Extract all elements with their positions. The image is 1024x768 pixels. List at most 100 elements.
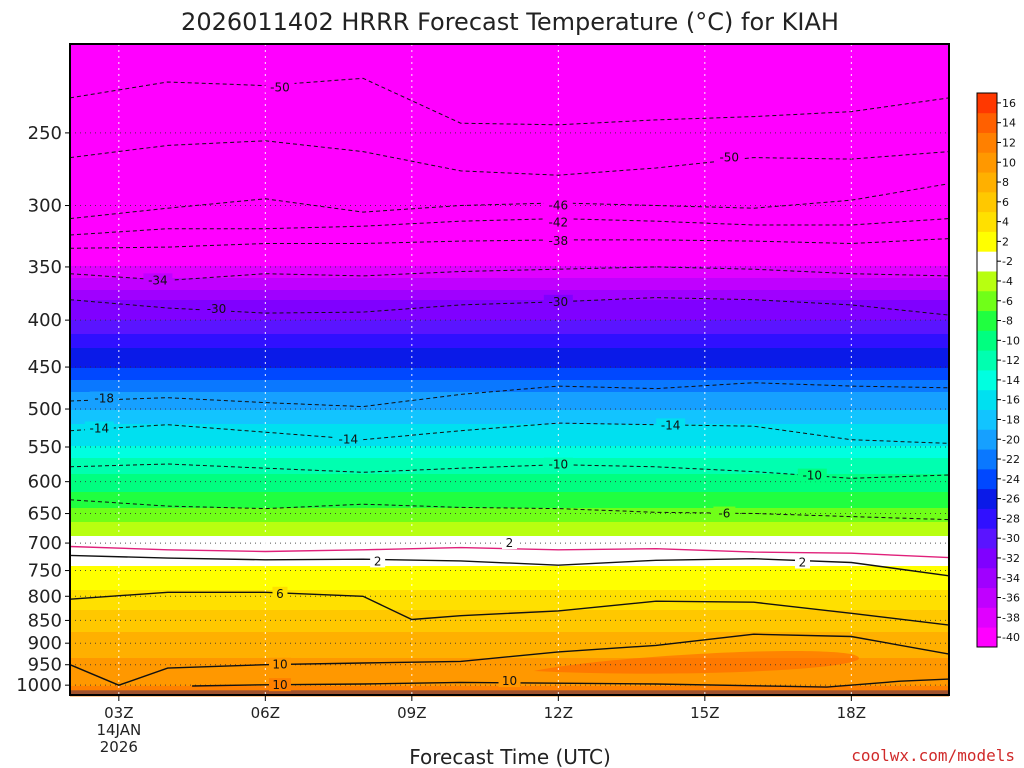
temperature-band (70, 230, 949, 233)
temperature-band (70, 238, 949, 241)
contour-label-bg (543, 294, 573, 308)
y-tick-label: 950 (28, 655, 62, 676)
colorbar-swatch (977, 152, 997, 173)
temperature-band (70, 554, 949, 557)
temperature-band (70, 136, 949, 139)
temperature-band (70, 514, 949, 517)
temperature-band (70, 82, 949, 85)
temperature-band (70, 588, 949, 591)
colorbar-label: -2 (1002, 255, 1013, 268)
temperature-band (70, 664, 949, 667)
temperature-band (70, 668, 949, 671)
colorbar-swatch (977, 271, 997, 292)
temperature-band (70, 590, 949, 593)
colorbar-swatch (977, 290, 997, 312)
temperature-band (70, 580, 949, 583)
temperature-band (70, 506, 949, 509)
temperature-band (70, 686, 949, 689)
temperature-band (70, 474, 949, 477)
temperature-band (70, 486, 949, 489)
temperature-band (70, 336, 949, 339)
contour-label-bg (713, 506, 736, 520)
temperature-band (70, 364, 949, 367)
colorbar-label: 16 (1002, 97, 1016, 110)
isotherm-line (192, 678, 950, 688)
temperature-band (70, 634, 949, 637)
contour-label-bg (272, 586, 288, 600)
temperature-band (70, 530, 949, 533)
temperature-band (70, 448, 949, 451)
contour-label-bg (543, 215, 573, 229)
temperature-band (70, 164, 949, 167)
temperature-band (70, 410, 949, 413)
temperature-band (70, 156, 949, 159)
temperature-band (70, 602, 949, 605)
contour-label-bg (797, 468, 827, 482)
temperature-band (70, 66, 949, 69)
temperature-band (70, 512, 949, 515)
temperature-band (70, 576, 949, 579)
y-tick-label: 600 (28, 472, 62, 493)
temperature-band (70, 378, 949, 381)
contour-label: 10 (502, 674, 517, 688)
temperature-band (70, 130, 949, 133)
temperature-band (70, 102, 949, 105)
isotherm-line (69, 591, 950, 626)
temperature-band (70, 110, 949, 113)
temperature-band (70, 290, 949, 293)
contour-label-bg (656, 418, 686, 432)
colorbar-swatch (977, 548, 997, 569)
y-tick-label: 900 (28, 633, 62, 654)
temperature-band (70, 438, 949, 441)
colorbar-label: -28 (1002, 512, 1020, 525)
ground-strip (70, 690, 949, 695)
temperature-band (70, 228, 949, 231)
temperature-band (70, 84, 949, 87)
temperature-band (70, 376, 949, 379)
temperature-band (70, 146, 949, 149)
temperature-band (70, 180, 949, 183)
temperature-band (70, 106, 949, 109)
temperature-band (70, 564, 949, 567)
temperature-band (70, 416, 949, 419)
colorbar-label: -24 (1002, 473, 1020, 486)
temperature-band (70, 142, 949, 145)
temperature-band (70, 356, 949, 359)
temperature-band (70, 362, 949, 365)
contour-label: -38 (549, 234, 569, 248)
temperature-band (70, 226, 949, 229)
colorbar-label: -38 (1002, 611, 1020, 624)
temperature-band (70, 182, 949, 185)
x-year-label: 2026 (100, 738, 138, 756)
temperature-band (70, 386, 949, 389)
temperature-band (70, 262, 949, 265)
temperature-band (70, 316, 949, 319)
temperature-band (70, 60, 949, 63)
temperature-band (70, 216, 949, 219)
contour-label-bg (89, 391, 119, 405)
temperature-band (70, 322, 949, 325)
temperature-band (70, 616, 949, 619)
colorbar-label: 10 (1002, 156, 1016, 169)
temperature-band (70, 574, 949, 577)
temperature-band (70, 650, 949, 653)
y-tick-label: 550 (28, 437, 62, 458)
x-tick-label: 09Z (397, 704, 426, 722)
temperature-band (70, 188, 949, 191)
y-tick-label: 300 (28, 196, 62, 217)
temperature-band (70, 522, 949, 525)
temperature-band (70, 498, 949, 501)
y-tick-label: 750 (28, 561, 62, 582)
temperature-band (70, 210, 949, 213)
contour-label: 2 (374, 554, 382, 568)
temperature-band (70, 328, 949, 331)
temperature-band (70, 550, 949, 553)
temperature-band (70, 198, 949, 201)
temperature-band (70, 94, 949, 97)
temperature-band (70, 608, 949, 611)
colorbar-swatch (977, 468, 997, 490)
contour-label-bg (268, 678, 291, 692)
temperature-band (70, 348, 949, 351)
temperature-band (70, 624, 949, 627)
temperature-band (70, 406, 949, 409)
